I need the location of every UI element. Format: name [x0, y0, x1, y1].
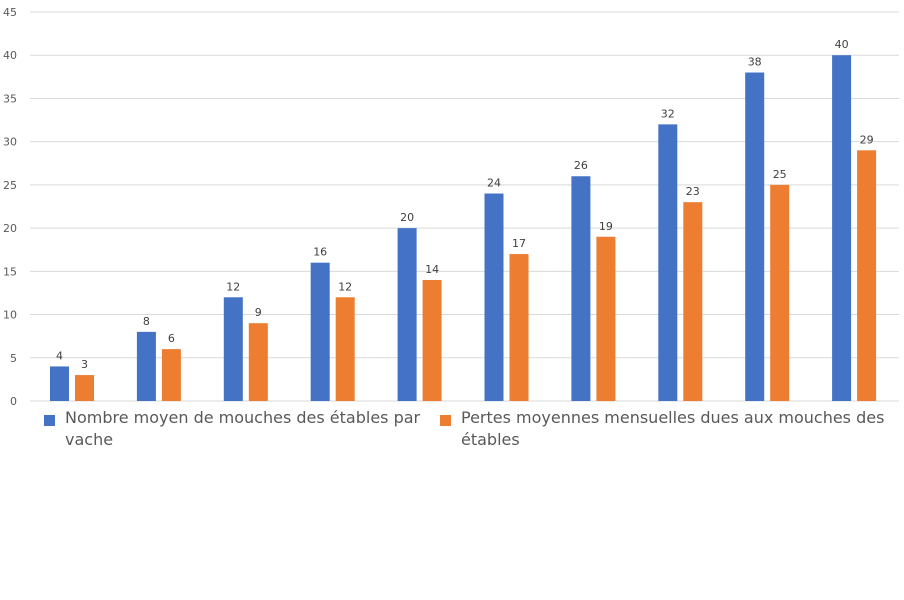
bar-series-2-2: [161, 349, 181, 401]
bar-series-2-7: [596, 236, 616, 401]
y-tick-label-6: 30: [3, 136, 17, 149]
legend-swatch-orange: [440, 415, 451, 426]
bar-series-2-1: [75, 375, 94, 401]
data-label-series-2-8: 23: [686, 185, 700, 198]
bar-series-2-9: [770, 184, 790, 401]
y-tick-label-5: 25: [3, 179, 17, 192]
y-tick-label-4: 20: [3, 222, 17, 235]
data-label-series-2-10: 29: [860, 133, 874, 146]
data-label-series-2-4: 12: [338, 280, 352, 293]
bar-series-2-3: [248, 323, 268, 401]
y-tick-label-2: 10: [3, 309, 17, 322]
y-tick-label-8: 40: [3, 49, 17, 62]
bar-series-1-2: [136, 331, 156, 401]
data-label-series-2-5: 14: [425, 263, 439, 276]
bar-series-2-5: [422, 279, 442, 401]
legend-item-series-2: Pertes moyennes mensuelles dues aux mouc…: [440, 407, 890, 451]
legend-label-series-1: Nombre moyen de mouches des étables par …: [65, 408, 421, 449]
bar-series-2-8: [683, 202, 703, 401]
legend-label-series-2: Pertes moyennes mensuelles dues aux mouc…: [461, 408, 885, 449]
data-label-series-1-6: 24: [487, 177, 501, 190]
data-label-series-2-1: 3: [81, 358, 88, 371]
legend: Nombre moyen de mouches des étables par …: [0, 405, 904, 465]
bar-series-1-4: [310, 262, 330, 401]
y-tick-label-7: 35: [3, 92, 17, 105]
bar-series-1-5: [397, 228, 417, 401]
data-label-series-1-7: 26: [574, 159, 588, 172]
bar-series-1-10: [832, 55, 852, 401]
data-label-series-1-5: 20: [400, 211, 414, 224]
data-label-series-2-7: 19: [599, 220, 613, 233]
data-label-series-1-1: 4: [56, 349, 63, 362]
data-label-series-1-10: 40: [835, 38, 849, 51]
data-label-series-1-8: 32: [661, 107, 675, 120]
bar-series-2-10: [857, 150, 877, 401]
legend-swatch-blue: [44, 415, 55, 426]
bar-chart: 0 5 10 15 20 25 30 35 40 45 4 8 12 16 20 24 26 32 38 40 3 6 9 1…: [3, 6, 899, 405]
data-label-series-1-2: 8: [143, 315, 150, 328]
bar-series-1-6: [484, 193, 504, 401]
data-label-series-1-4: 16: [313, 246, 327, 259]
bar-series-1-8: [658, 124, 678, 401]
bar-series-1-3: [223, 297, 243, 401]
data-label-series-2-6: 17: [512, 237, 526, 250]
y-tick-label-0: 0: [10, 395, 17, 405]
bar-series-1-9: [745, 72, 765, 401]
data-label-series-1-3: 12: [226, 280, 240, 293]
y-tick-label-9: 45: [3, 6, 17, 19]
bar-series-1-7: [571, 176, 591, 401]
data-label-series-2-2: 6: [168, 332, 175, 345]
y-tick-label-3: 15: [3, 265, 17, 278]
data-label-series-2-3: 9: [255, 306, 262, 319]
y-tick-label-1: 5: [10, 352, 17, 365]
bar-series-2-6: [509, 254, 529, 401]
bar-series-1-1: [50, 366, 69, 401]
legend-item-series-1: Nombre moyen de mouches des étables par …: [44, 407, 424, 451]
bar-series-2-4: [335, 297, 355, 401]
data-label-series-2-9: 25: [773, 168, 787, 181]
data-label-series-1-9: 38: [748, 56, 762, 69]
